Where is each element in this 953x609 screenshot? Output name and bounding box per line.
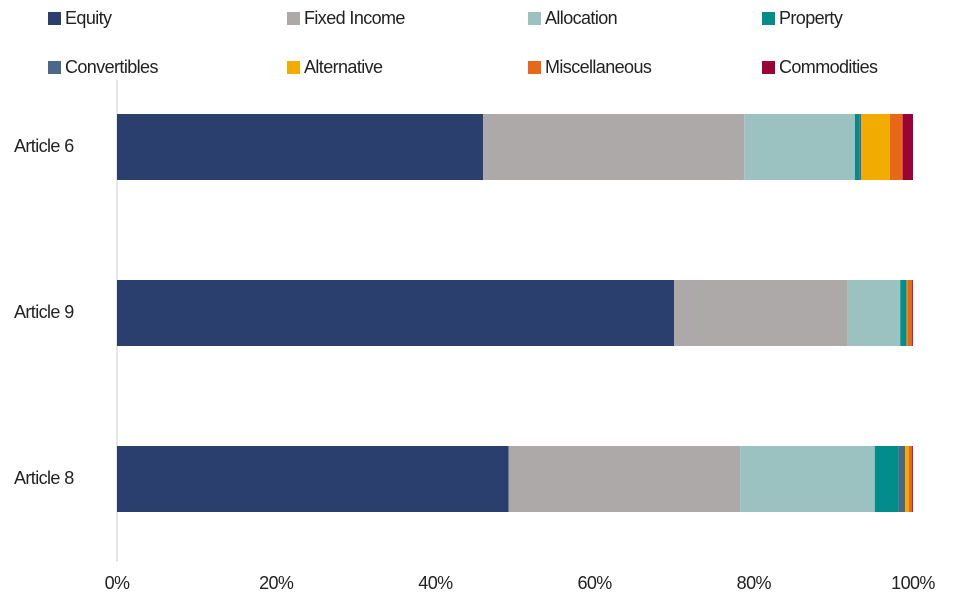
bar-segment (889, 114, 903, 180)
legend-swatch (287, 61, 300, 74)
bar-segment (847, 280, 901, 346)
bar-segment (854, 114, 860, 180)
legend-swatch (528, 12, 541, 25)
bar-segment (117, 446, 509, 512)
bar-segment (905, 446, 910, 512)
legend-label: Commodities (779, 57, 878, 77)
bar-segment (117, 114, 484, 180)
bar-segment (907, 280, 913, 346)
bar-segment (859, 114, 862, 180)
bar-segment (902, 114, 913, 180)
legend-swatch (762, 61, 775, 74)
legend-label: Alternative (304, 57, 383, 77)
legend-label: Miscellaneous (545, 57, 652, 77)
x-tick-label: 20% (259, 573, 294, 593)
x-tick-label: 80% (737, 573, 772, 593)
x-tick-label: 100% (891, 573, 935, 593)
bar-segment (912, 280, 913, 346)
bar-segment (909, 446, 913, 512)
bar-segment (906, 280, 908, 346)
bar-segment (740, 446, 875, 512)
bar-segment (861, 114, 890, 180)
y-tick-label: Article 6 (14, 136, 74, 156)
legend-swatch (287, 12, 300, 25)
bar-segment (117, 280, 675, 346)
legend-swatch (48, 61, 61, 74)
bar-segment (483, 114, 745, 180)
bar-segment (874, 446, 899, 512)
legend-swatch (48, 12, 61, 25)
legend-label: Equity (65, 8, 112, 28)
bar-segment (674, 280, 848, 346)
x-tick-label: 0% (105, 573, 130, 593)
bar-segment (744, 114, 855, 180)
legend-label: Allocation (545, 8, 617, 28)
bar-segment (898, 446, 906, 512)
legend-swatch (762, 12, 775, 25)
y-tick-label: Article 9 (14, 302, 74, 322)
bar-segment (912, 446, 913, 512)
legend-label: Property (779, 8, 843, 28)
y-tick-label: Article 8 (14, 468, 74, 488)
legend-label: Fixed Income (304, 8, 405, 28)
x-tick-label: 60% (577, 573, 612, 593)
legend-swatch (528, 61, 541, 74)
x-tick-label: 40% (418, 573, 453, 593)
bar-segment (900, 280, 907, 346)
bar-segment (508, 446, 741, 512)
legend-label: Convertibles (65, 57, 158, 77)
